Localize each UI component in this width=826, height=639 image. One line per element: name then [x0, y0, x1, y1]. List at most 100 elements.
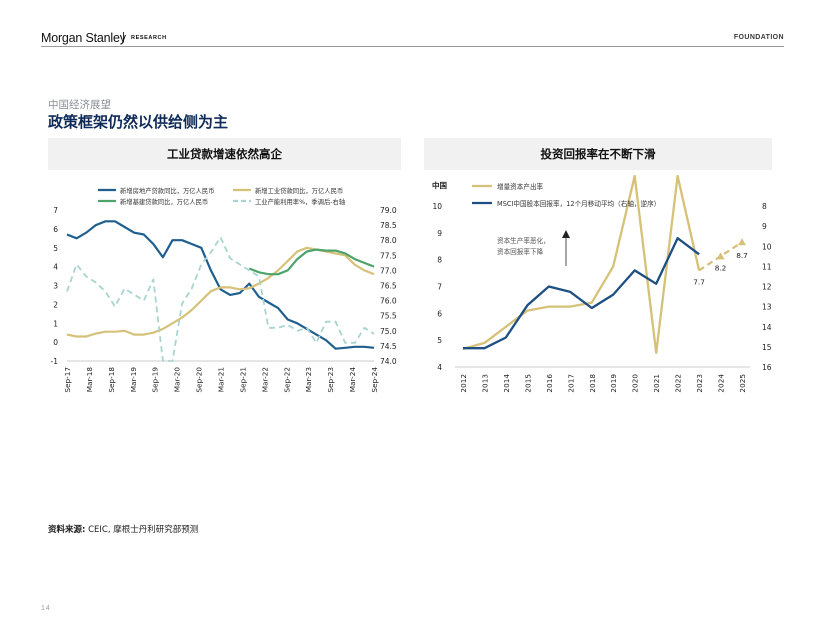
right-chart-x-tick: 2022 — [674, 374, 683, 393]
left-chart-y2-tick: 76.5 — [380, 282, 397, 291]
right-chart-x-tick: 2013 — [480, 374, 489, 393]
right-chart-y2-tick: 14 — [762, 323, 772, 332]
right-chart-legend-label: MSCI中国股本回报率，12个月移动平均（右轴，逆序） — [497, 199, 660, 208]
right-chart-legend-label: 增量资本产出率 — [497, 182, 544, 191]
right-chart-x-tick: 2023 — [695, 374, 704, 393]
right-chart-x-tick: 2017 — [566, 374, 575, 393]
left-chart-x-tick: Sep-21 — [238, 367, 247, 393]
right-chart-x-tick: 2016 — [545, 374, 554, 393]
right-chart-y-tick: 5 — [437, 336, 442, 345]
right-chart-y2-tick: 10 — [762, 242, 772, 251]
right-chart-y-tick: 7 — [437, 283, 442, 292]
left-chart-y-tick: 1 — [53, 319, 58, 328]
left-chart-y-tick: 7 — [53, 206, 58, 215]
left-chart-y2-tick: 79.0 — [380, 206, 397, 215]
left-chart-y2-tick: 75.0 — [380, 327, 397, 336]
right-chart-data-label: 8.7 — [736, 251, 748, 260]
left-chart-x-tick: Mar-21 — [217, 367, 226, 392]
source-text: CEIC, 摩根士丹利研究部预测 — [85, 525, 199, 535]
left-chart-y2-tick: 77.5 — [380, 251, 397, 260]
brand-separator: | — [122, 31, 125, 43]
right-chart-x-tick: 2020 — [631, 374, 640, 393]
left-chart-x-tick: Sep-23 — [326, 367, 335, 393]
left-chart-y2-tick: 77.0 — [380, 266, 397, 275]
source-label: 资料来源: — [48, 525, 86, 535]
right-chart-title: 投资回报率在不断下滑 — [424, 138, 772, 170]
right-chart-y2-tick: 15 — [762, 343, 772, 352]
right-chart-y-tick: 6 — [437, 309, 442, 318]
left-chart-x-tick: Sep-22 — [282, 367, 291, 393]
page-number: 14 — [41, 605, 51, 612]
left-chart-y-tick: 0 — [53, 338, 58, 347]
left-chart-x-tick: Mar-23 — [304, 367, 313, 393]
right-chart-axis-label: 中国 — [432, 180, 447, 190]
left-chart-y2-tick: 74.0 — [380, 357, 397, 366]
left-chart-y-tick: 5 — [53, 244, 58, 253]
right-chart-x-tick: 2025 — [738, 374, 747, 393]
right-chart-y-tick: 10 — [432, 202, 442, 211]
right-chart-x-tick: 2019 — [609, 374, 618, 393]
left-chart-y-tick: 2 — [53, 300, 58, 309]
source-note: 资料来源: CEIC, 摩根士丹利研究部预测 — [48, 523, 198, 535]
brand-logo: Morgan Stanley — [41, 31, 126, 45]
left-chart-x-tick: Mar-22 — [260, 367, 269, 392]
left-chart-y2-tick: 75.5 — [380, 312, 397, 321]
page-supertitle: 中国经济展望 — [48, 99, 111, 111]
left-chart-x-tick: Mar-20 — [173, 367, 182, 393]
left-chart-y-tick: 6 — [53, 225, 58, 234]
left-chart-y2-tick: 74.5 — [380, 342, 397, 351]
right-chart-data-label: 7.7 — [693, 277, 705, 286]
left-chart-legend-label: 新增基建贷款同比，万亿人民币 — [120, 197, 208, 206]
right-chart-annotation-line2: 资本回报率下降 — [497, 247, 544, 256]
right-chart-forecast-marker — [716, 252, 725, 260]
right-chart-y2-tick: 11 — [762, 262, 772, 271]
right-chart-y2-tick: 12 — [762, 283, 772, 292]
header-divider — [41, 46, 784, 47]
right-chart-data-label: 8.2 — [715, 263, 727, 272]
right-chart-y2-tick: 16 — [762, 363, 772, 372]
left-chart-x-tick: Mar-24 — [348, 367, 357, 393]
right-chart-x-tick: 2015 — [523, 374, 532, 393]
right-chart-series-line — [462, 174, 701, 355]
right-chart-annotation-line1: 资本生产率恶化， — [497, 236, 550, 245]
right-chart-x-tick: 2021 — [652, 374, 661, 393]
right-chart-y2-tick: 9 — [762, 222, 767, 231]
right-chart-x-tick: 2014 — [502, 374, 511, 393]
right-chart-y-tick: 8 — [437, 256, 442, 265]
left-chart-x-tick: Mar-18 — [85, 367, 94, 393]
left-chart-y-tick: 4 — [53, 263, 58, 272]
left-chart-x-tick: Mar-19 — [129, 367, 138, 393]
left-chart-x-tick: Sep-17 — [63, 367, 72, 393]
right-chart-x-tick: 2024 — [717, 374, 726, 393]
right-chart-series-line — [463, 237, 700, 350]
left-chart-title: 工业贷款增速依然高企 — [48, 138, 401, 170]
right-chart-x-tick: 2012 — [459, 374, 468, 393]
left-chart-y-tick: 3 — [53, 282, 58, 291]
right-chart-y2-tick: 13 — [762, 303, 772, 312]
right-chart-x-tick: 2018 — [588, 374, 597, 393]
page-title: 政策框架仍然以供给侧为主 — [48, 113, 229, 131]
right-chart-annotation-arrowhead — [562, 230, 570, 238]
left-chart-legend-label: 工业产能利用率%，季调后-右轴 — [255, 197, 345, 206]
left-chart-y2-tick: 78.5 — [380, 221, 397, 230]
left-chart-x-tick: Sep-19 — [151, 367, 160, 393]
left-chart-x-tick: Sep-18 — [107, 367, 116, 393]
left-chart-y-tick: -1 — [51, 357, 59, 366]
right-chart-y-tick: 4 — [437, 363, 442, 372]
right-chart-y-tick: 9 — [437, 229, 442, 238]
left-chart-series-line — [66, 220, 375, 350]
left-chart-series-line — [66, 236, 375, 362]
right-chart-forecast-marker — [738, 238, 746, 246]
left-chart-series-line — [248, 248, 375, 276]
left-chart-x-tick: Sep-24 — [370, 367, 379, 393]
left-chart-y2-tick: 78.0 — [380, 236, 397, 245]
left-chart-y2-tick: 76.0 — [380, 297, 397, 306]
brand-research-label: RESEARCH — [131, 35, 167, 41]
left-chart-x-tick: Sep-20 — [195, 367, 204, 393]
left-chart-legend-label: 新增工业贷款同比，万亿人民币 — [255, 186, 343, 195]
right-chart-y2-tick: 8 — [762, 202, 767, 211]
foundation-label: FOUNDATION — [733, 34, 784, 41]
left-chart-legend-label: 新增房地产贷款同比，万亿人民币 — [120, 186, 214, 195]
